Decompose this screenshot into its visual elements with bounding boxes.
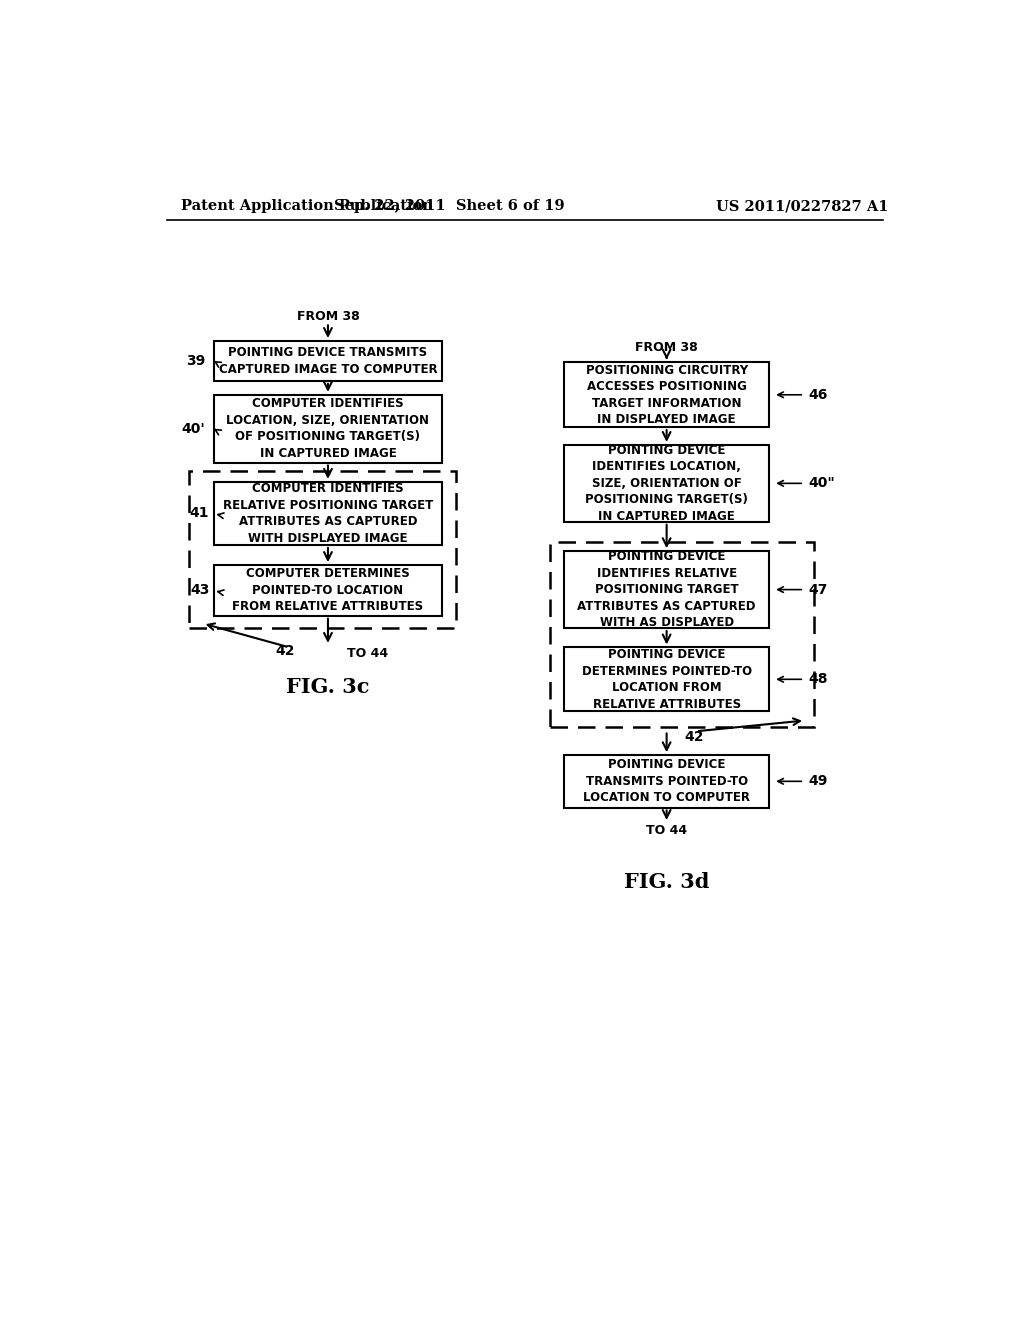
Text: 48: 48 <box>808 672 827 686</box>
Bar <box>214 341 442 381</box>
Text: POINTING DEVICE TRANSMITS
CAPTURED IMAGE TO COMPUTER: POINTING DEVICE TRANSMITS CAPTURED IMAGE… <box>219 346 437 376</box>
Text: 42: 42 <box>275 644 295 659</box>
Text: Patent Application Publication: Patent Application Publication <box>180 199 433 213</box>
Text: 40": 40" <box>808 477 835 490</box>
Text: US 2011/0227827 A1: US 2011/0227827 A1 <box>716 199 889 213</box>
Bar <box>550 543 814 726</box>
Bar <box>214 395 442 462</box>
Text: POSITIONING CIRCUITRY
ACCESSES POSITIONING
TARGET INFORMATION
IN DISPLAYED IMAGE: POSITIONING CIRCUITRY ACCESSES POSITIONI… <box>586 363 748 426</box>
Text: FROM 38: FROM 38 <box>635 341 698 354</box>
Text: COMPUTER IDENTIFIES
RELATIVE POSITIONING TARGET
ATTRIBUTES AS CAPTURED
WITH DISP: COMPUTER IDENTIFIES RELATIVE POSITIONING… <box>223 482 433 545</box>
Bar <box>564 363 769 428</box>
Text: FIG. 3c: FIG. 3c <box>286 677 370 697</box>
Text: Sep. 22, 2011  Sheet 6 of 19: Sep. 22, 2011 Sheet 6 of 19 <box>334 199 565 213</box>
Text: 47: 47 <box>808 582 827 597</box>
Bar <box>214 565 442 615</box>
Text: FROM 38: FROM 38 <box>297 310 359 323</box>
Text: COMPUTER IDENTIFIES
LOCATION, SIZE, ORIENTATION
OF POSITIONING TARGET(S)
IN CAPT: COMPUTER IDENTIFIES LOCATION, SIZE, ORIE… <box>226 397 429 459</box>
Bar <box>564 647 769 711</box>
Text: POINTING DEVICE
DETERMINES POINTED-TO
LOCATION FROM
RELATIVE ATTRIBUTES: POINTING DEVICE DETERMINES POINTED-TO LO… <box>582 648 752 710</box>
Text: 46: 46 <box>808 388 827 401</box>
Text: POINTING DEVICE
IDENTIFIES RELATIVE
POSITIONING TARGET
ATTRIBUTES AS CAPTURED
WI: POINTING DEVICE IDENTIFIES RELATIVE POSI… <box>578 550 756 630</box>
Text: 41: 41 <box>189 507 209 520</box>
Text: TO 44: TO 44 <box>347 647 388 660</box>
Text: POINTING DEVICE
IDENTIFIES LOCATION,
SIZE, ORIENTATION OF
POSITIONING TARGET(S)
: POINTING DEVICE IDENTIFIES LOCATION, SIZ… <box>585 444 749 523</box>
Bar <box>564 445 769 521</box>
Text: TO 44: TO 44 <box>646 824 687 837</box>
Bar <box>564 755 769 808</box>
Text: 49: 49 <box>808 775 827 788</box>
Text: 42: 42 <box>684 730 703 744</box>
Text: 39: 39 <box>186 354 206 368</box>
Text: 40': 40' <box>181 421 206 436</box>
Bar <box>564 552 769 628</box>
Bar <box>188 471 457 628</box>
Text: 43: 43 <box>190 583 209 598</box>
Text: FIG. 3d: FIG. 3d <box>624 873 710 892</box>
Text: COMPUTER DETERMINES
POINTED-TO LOCATION
FROM RELATIVE ATTRIBUTES: COMPUTER DETERMINES POINTED-TO LOCATION … <box>232 568 424 614</box>
Bar <box>214 482 442 545</box>
Text: POINTING DEVICE
TRANSMITS POINTED-TO
LOCATION TO COMPUTER: POINTING DEVICE TRANSMITS POINTED-TO LOC… <box>583 758 751 804</box>
